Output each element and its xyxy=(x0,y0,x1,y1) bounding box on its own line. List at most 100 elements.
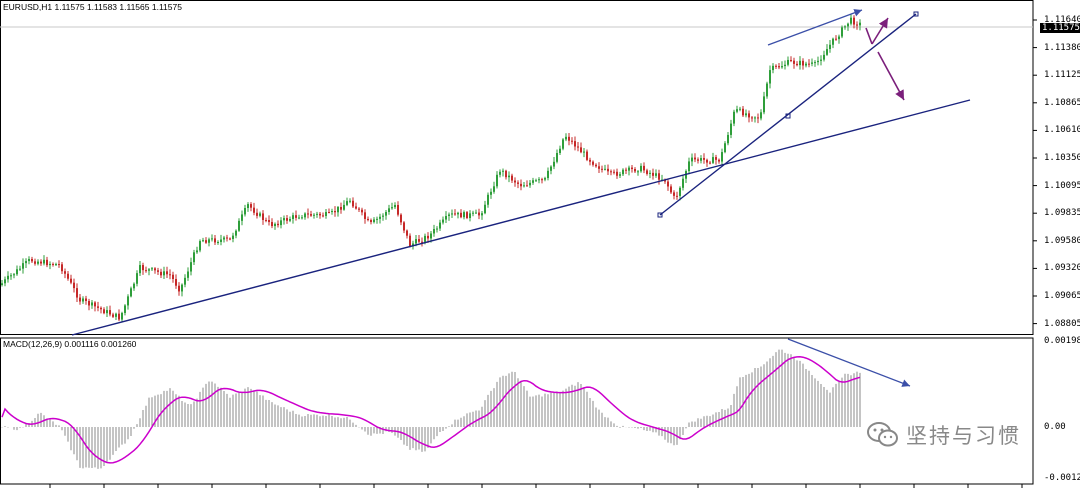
candle-body xyxy=(670,186,672,193)
candle-body xyxy=(202,240,204,242)
candle-body xyxy=(208,239,210,243)
candle-body xyxy=(679,187,681,196)
candle-body xyxy=(532,180,534,183)
candle-body xyxy=(334,211,336,213)
candle-body xyxy=(313,214,315,216)
watermark-text: 坚持与习惯 xyxy=(906,424,1021,448)
price-tick-label: 1.08805 xyxy=(1044,318,1080,329)
trendline-long xyxy=(71,99,971,336)
candle-body xyxy=(484,204,486,214)
candle-body xyxy=(106,310,108,314)
candle-body xyxy=(796,63,798,66)
candle-body xyxy=(592,161,594,165)
candle-body xyxy=(316,213,318,215)
candle-body xyxy=(490,191,492,195)
candle-body xyxy=(493,186,495,192)
candle-body xyxy=(256,212,258,216)
candle-body xyxy=(442,219,444,223)
candle-body xyxy=(610,171,612,173)
candle-body xyxy=(574,141,576,147)
price-tick-label: 1.11640 xyxy=(1044,15,1080,25)
candle-body xyxy=(226,237,228,239)
candle-body xyxy=(712,157,714,163)
candle-body xyxy=(352,200,354,207)
candle-body xyxy=(589,159,591,162)
candle-body xyxy=(601,168,603,170)
candle-body xyxy=(508,175,510,178)
candle-body xyxy=(619,174,621,176)
candle-body xyxy=(151,268,153,270)
candle-body xyxy=(427,235,429,239)
candle-body xyxy=(529,182,531,186)
candle-body xyxy=(349,200,351,202)
candle-body xyxy=(163,271,165,276)
candle-body xyxy=(196,250,198,253)
candle-body xyxy=(697,159,699,161)
candle-body xyxy=(376,218,378,220)
candle-body xyxy=(124,305,126,313)
candle-body xyxy=(718,159,720,162)
candle-body xyxy=(241,214,243,221)
candle-body xyxy=(142,265,144,271)
candle-body xyxy=(502,170,504,172)
candle-body xyxy=(382,215,384,217)
candle-body xyxy=(205,240,207,243)
candle-body xyxy=(721,152,723,162)
candle-body xyxy=(130,288,132,297)
candle-body xyxy=(37,261,39,264)
candle-body xyxy=(199,241,201,251)
divergence-arrow-macd xyxy=(787,338,911,387)
candle-body xyxy=(769,70,771,84)
candle-body xyxy=(745,113,747,116)
candle-body xyxy=(49,263,51,266)
price-tick-label: 1.09065 xyxy=(1044,291,1080,301)
candle-body xyxy=(424,235,426,242)
candle-body xyxy=(70,278,72,283)
candle-body xyxy=(850,17,852,24)
candle-body xyxy=(340,207,342,210)
candle-body xyxy=(499,171,501,175)
candle-body xyxy=(28,258,30,262)
candle-body xyxy=(7,275,9,280)
candle-body xyxy=(388,208,390,212)
candle-body xyxy=(211,238,213,240)
candle-body xyxy=(691,157,693,162)
candle-body xyxy=(631,167,633,170)
main-panel-frame xyxy=(0,0,1034,335)
candle-body xyxy=(643,165,645,171)
candle-body xyxy=(328,212,330,214)
candle-body xyxy=(58,264,60,266)
candle-body xyxy=(184,277,186,285)
price-tick-label: 1.09580 xyxy=(1044,235,1080,246)
candle-body xyxy=(358,208,360,210)
candle-body xyxy=(541,179,543,181)
candle-body xyxy=(94,302,96,307)
candle-body xyxy=(112,314,114,317)
candle-body xyxy=(283,218,285,221)
macd-panel-title: MACD(12,26,9) 0.001116 0.001260 xyxy=(3,339,137,349)
candle-body xyxy=(394,204,396,208)
candle-body xyxy=(463,212,465,218)
candle-body xyxy=(478,212,480,216)
candle-body xyxy=(535,180,537,182)
candle-body xyxy=(406,230,408,236)
candle-body xyxy=(154,268,156,271)
candle-body xyxy=(175,278,177,286)
candle-body xyxy=(412,243,414,247)
candle-body xyxy=(187,271,189,278)
candle-body xyxy=(544,178,546,180)
wechat-icon xyxy=(867,422,898,447)
candle-body xyxy=(133,283,135,289)
projection-arrow-up xyxy=(871,17,889,45)
candle-body xyxy=(628,167,630,171)
price-tick-label: 1.09320 xyxy=(1044,263,1080,274)
candle-body xyxy=(286,218,288,221)
candle-body xyxy=(538,179,540,181)
candle-body xyxy=(766,83,768,97)
candle-body xyxy=(265,219,267,221)
candle-body xyxy=(217,241,219,243)
candle-body xyxy=(370,220,372,223)
candle-body xyxy=(85,298,87,301)
candle-body xyxy=(22,263,24,269)
